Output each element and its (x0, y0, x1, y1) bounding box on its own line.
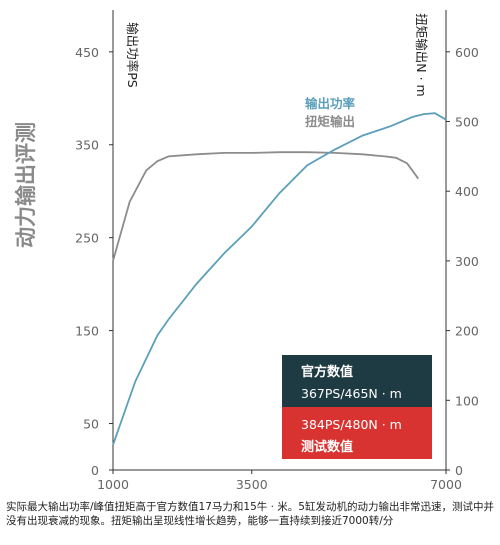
torque-series-line (112, 151, 420, 262)
left-tick-label: 250 (75, 231, 99, 246)
right-tick-label: 400 (455, 184, 479, 199)
test-values-text: 384PS/480N · m (301, 417, 402, 432)
x-tick-label: 7000 (430, 477, 462, 492)
right-tick-label: 100 (455, 393, 479, 408)
right-tick-label: 0 (455, 463, 463, 478)
left-tick-label: 450 (75, 45, 99, 60)
right-tick-label: 500 (455, 115, 479, 130)
x-axis-ticks: 1000 3500 7000 (97, 470, 462, 492)
left-axis-ticks: 0 50 150 250 350 450 (75, 45, 113, 478)
left-tick-label: 50 (83, 417, 99, 432)
power-series-line (112, 112, 447, 446)
left-axis-label: 输出功率PS (125, 22, 140, 88)
left-tick-label: 150 (75, 324, 99, 339)
right-tick-label: 300 (455, 254, 479, 269)
right-tick-label: 600 (455, 45, 479, 60)
chart-caption: 实际最大输出功率/峰值扭矩高于官方数值17马力和15牛 · 米。5缸发动机的动力… (6, 501, 494, 527)
left-tick-label: 0 (91, 463, 99, 478)
right-axis-label: 扭矩输出N · m (414, 13, 429, 96)
x-tick-label: 1000 (97, 477, 129, 492)
legend-torque: 扭矩输出 (305, 114, 355, 129)
power-torque-chart: 动力输出评测 输出功率PS 扭矩输出N · m 1000 3500 7000 050… (14, 10, 479, 492)
right-tick-label: 200 (455, 324, 479, 339)
left-tick-label: 350 (75, 138, 99, 153)
test-values-title: 测试数值 (301, 439, 353, 455)
right-axis-ticks: 0 100 200 300 400 500 600 (446, 45, 479, 478)
official-values-text: 367PS/465N · m (301, 386, 402, 401)
x-tick-label: 3500 (236, 477, 268, 492)
official-values-title: 官方数值 (301, 364, 353, 380)
chart-title: 动力输出评测 (14, 122, 38, 248)
official-values-box: 官方数值 367PS/465N · m (282, 355, 432, 407)
test-values-box: 384PS/480N · m 测试数值 (282, 407, 432, 459)
legend-power: 输出功率 (305, 96, 356, 111)
